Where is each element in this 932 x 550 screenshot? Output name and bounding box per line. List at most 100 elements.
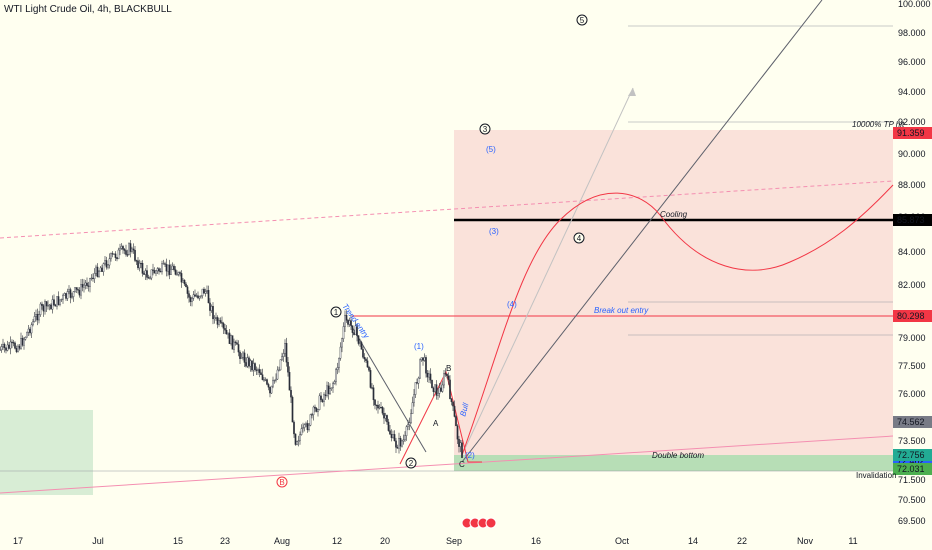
svg-text:3: 3 (483, 125, 488, 134)
candle-body (29, 328, 31, 334)
candle-body (266, 379, 268, 385)
candle-body (111, 253, 114, 255)
svg-text:2: 2 (409, 459, 414, 468)
candle-body (450, 398, 453, 403)
time-tick-label: 20 (380, 536, 390, 546)
candle-body (47, 305, 49, 307)
candle-body (287, 362, 289, 373)
candle-body (203, 288, 205, 294)
price-tick-label: 70.500 (898, 495, 926, 505)
candle-body (27, 328, 30, 333)
candle-body (275, 378, 277, 381)
candle-body (143, 273, 145, 275)
candle-body (359, 342, 361, 344)
candle-body (428, 373, 430, 378)
wave-c-label: C (459, 460, 465, 469)
candle-body (215, 317, 217, 319)
candle-body (347, 320, 349, 325)
candle-body (459, 442, 462, 447)
dashed-resistance (0, 180, 894, 239)
candle-body (186, 286, 189, 294)
candle-body (318, 395, 321, 410)
candle-body (449, 379, 451, 400)
candle-body (447, 375, 450, 381)
candle-body (261, 374, 264, 380)
candle-body (45, 301, 48, 307)
candle-body (3, 343, 6, 349)
candle-body (356, 325, 358, 336)
candle-body (458, 439, 460, 447)
candle-body (431, 379, 433, 389)
candle-body (312, 406, 315, 415)
candle-body (402, 439, 405, 442)
candle-body (105, 260, 108, 268)
candle-body (315, 408, 318, 412)
double-bottom-zone (454, 455, 893, 471)
candle-body (140, 262, 142, 265)
candle-body (21, 338, 24, 346)
candle-body (38, 314, 40, 321)
candle-body (93, 273, 96, 279)
candle-body (2, 343, 4, 347)
candle-body (197, 295, 199, 299)
candle-body (351, 325, 354, 333)
candle-body (452, 401, 454, 407)
candle-body (408, 422, 411, 425)
candle-body (297, 440, 300, 442)
candle-body (161, 263, 163, 273)
candle-body (404, 435, 406, 441)
time-tick-label: Aug (274, 536, 290, 546)
candle-body (320, 395, 322, 400)
candle-body (371, 387, 373, 389)
candle-body (195, 295, 198, 297)
candle-body (326, 385, 328, 397)
wave-projection-curve (461, 184, 894, 456)
candle-body (168, 264, 171, 275)
subwave-3: (3) (489, 227, 499, 236)
candle-body (344, 314, 346, 327)
candle-body (276, 369, 279, 380)
candle-body (153, 270, 156, 274)
candle-body (461, 442, 463, 458)
candle-body (336, 367, 339, 370)
candle-body (369, 370, 372, 388)
candle-body (198, 296, 201, 299)
candle-body (339, 346, 342, 359)
wave-b-label: B (446, 364, 451, 373)
candle-body (219, 320, 222, 323)
svg-text:74.562: 74.562 (897, 417, 925, 427)
candle-body (144, 270, 147, 275)
candle-body (164, 263, 166, 265)
candle-body (264, 379, 267, 381)
candle-body (80, 284, 82, 296)
candle-body (177, 272, 180, 275)
time-tick-label: Sep (446, 536, 462, 546)
candle-body (294, 433, 297, 445)
candle-body (327, 385, 330, 395)
candle-body (122, 246, 124, 250)
candle-body (278, 369, 280, 371)
candle-body (267, 384, 270, 388)
candle-body (429, 373, 432, 381)
time-axis: 17 Jul 15 23 Aug 12 20 Sep 16 Oct 14 22 Nov 11 (13, 536, 858, 546)
economic-event-icons[interactable] (461, 517, 497, 529)
candle-body (360, 342, 363, 350)
candle-body (72, 291, 75, 297)
subwave-4: (4) (507, 300, 517, 309)
candle-body (89, 278, 91, 287)
candle-body (54, 304, 57, 307)
candle-body (329, 388, 331, 395)
candle-body (317, 409, 319, 412)
candle-body (33, 316, 36, 322)
candle-body (183, 279, 186, 285)
candle-body (174, 269, 177, 275)
candle-body (231, 335, 234, 350)
svg-text:5: 5 (580, 16, 585, 25)
price-tick-label: 96.000 (898, 57, 926, 67)
candle-body (378, 406, 381, 409)
candle-body (59, 299, 61, 305)
candle-body (441, 384, 444, 392)
candle-body (279, 359, 282, 371)
candle-body (357, 335, 360, 344)
